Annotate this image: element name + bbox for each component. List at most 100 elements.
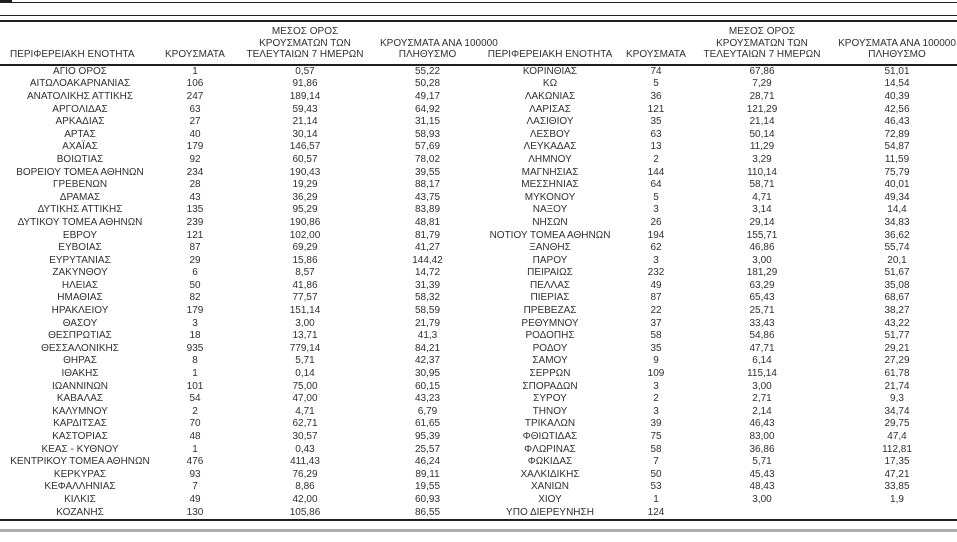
cell-left-avg7: 4,71 [295,405,315,417]
cell-right-cases: 35 [650,116,662,128]
cell-right-per100k: 40,39 [884,90,910,102]
table-row: ΚΑΒΑΛΑΣ 54 47,00 43,23 ΣΥΡΟΥ 2 2,71 9,3 [0,393,957,406]
table-row: ΙΘΑΚΗΣ 1 0,14 30,95 ΣΕΡΡΩΝ 109 115,14 61,78 [0,368,957,381]
cell-right-per100k: 14,54 [884,78,910,90]
table-row: ΚΑΣΤΟΡΙΑΣ 48 30,57 95,39 ΦΘΙΩΤΙΔΑΣ 75 83,00 47,… [0,431,957,444]
header-line: ΚΡΟΥΣΜΑΤΑ [165,49,225,61]
header-line: ΚΡΟΥΣΜΑΤΩΝ ΤΩΝ [259,37,351,49]
cell-right-cases: 144 [647,166,665,178]
table-row: ΚΕΑΣ - ΚΥΘΝΟΥ 1 0,43 25,57 ΦΛΩΡΙΝΑΣ 58 36,86 11… [0,444,957,457]
cell-left-avg7: 0,57 [295,65,315,77]
cell-right-per100k: 47,21 [884,468,910,480]
cell-left-per100k: 78,02 [414,153,441,165]
cell-right-avg7: 48,43 [749,481,775,493]
cell-left-per100k: 50,28 [414,78,441,90]
cell-right-avg7: 63,29 [749,279,775,291]
cell-right-cases: 124 [625,506,687,522]
cell-right-per100k: 54,87 [884,141,910,153]
cell-right-cases: 194 [647,229,665,241]
cell-left-region: ΑΧΑΪΑΣ [62,141,98,153]
cell-right-cases: 58 [650,330,662,342]
header-per100k-right: ΚΡΟΥΣΜΑΤΑ ΑΝΑ 100000 ΠΛΗΘΥΣΜΟ [837,26,957,66]
cell-right-avg7: 110,14 [747,166,777,178]
header-per100k-left: ΚΡΟΥΣΜΑΤΑ ΑΝΑ 100000 ΠΛΗΘΥΣΜΟ [380,26,498,66]
cell-right-region: ΧΑΝΙΩΝ [530,481,570,493]
cell-left-region: ΖΑΚΥΝΘΟΥ [52,267,108,279]
cell-left-region: ΑΡΤΑΣ [64,128,96,140]
table-row: ΕΥΒΟΙΑΣ 87 69,29 41,27 ΞΑΝΘΗΣ 62 46,86 55,74 [0,242,957,255]
cell-right-avg7: 50,14 [749,128,775,140]
table-row: ΘΗΡΑΣ 8 5,71 42,37 ΣΑΜΟΥ 9 6,14 27,29 [0,355,957,368]
cell-left-region: ΙΩΑΝΝΙΝΩΝ [51,380,109,392]
cell-left-avg7: 8,57 [295,267,315,279]
cell-right-per100k: 55,74 [884,242,910,254]
cell-right-region: ΝΟΤΙΟΥ ΤΟΜΕΑ ΑΘΗΝΩΝ [489,229,611,241]
cell-left-cases: 63 [189,103,201,115]
cell-left-cases: 48 [189,431,201,442]
cell-left-avg7: 41,86 [292,279,318,291]
table-row: ΚΕΦΑΛΛΗΝΙΑΣ 7 8,86 19,55 ΧΑΝΙΩΝ 53 48,43 33,85 [0,481,957,494]
cell-right-avg7: 65,43 [749,292,775,304]
table-row: ΕΥΡΥΤΑΝΙΑΣ 29 15,86 144,42 ΠΑΡΟΥ 3 3,00 20,1 [0,255,957,268]
footer-bar [0,529,957,532]
cell-right-per100k: 38,27 [884,305,910,317]
cell-right-avg7: 47,71 [749,342,775,354]
cell-right-region: ΞΑΝΘΗΣ [529,242,571,254]
cell-left-region: ΒΟΙΩΤΙΑΣ [56,153,104,165]
regional-cases-table: ΠΕΡΙΦΕΡΕΙΑΚΗ ΕΝΟΤΗΤΑ ΚΡΟΥΣΜΑΤΑ ΜΕΣΟΣ ΟΡΟ… [0,26,957,522]
cell-left-region: ΚΕΝΤΡΙΚΟΥ ΤΟΜΕΑ ΑΘΗΝΩΝ [10,456,150,468]
cell-left-avg7: 102,00 [289,229,321,241]
cell-right-region: ΣΥΡΟΥ [533,393,567,405]
cell-right-per100k: 34,74 [884,405,910,417]
cell-right-cases: 5 [653,191,659,203]
cell-right-avg7: 4,71 [752,191,772,203]
cell-left-cases: 40 [189,128,201,140]
cell-left-avg7: 21,14 [292,116,318,128]
cell-right-cases: 3 [653,204,659,216]
cell-left-region: ΔΥΤΙΚΗΣ ΑΤΤΙΚΗΣ [37,204,123,216]
cell-right-per100k: 68,67 [884,292,910,304]
cell-left-per100k: 31,15 [414,116,441,128]
cell-left-avg7: 0,43 [295,443,315,455]
cell-left-per100k: 21,79 [414,317,441,329]
cell-left-cases: 234 [186,166,204,178]
cell-left-avg7: 30,14 [292,128,318,140]
cell-left-cases: 43 [189,191,201,203]
cell-left-per100k: 48,81 [414,216,441,228]
cell-left-cases: 82 [189,292,201,304]
header-line: ΚΡΟΥΣΜΑΤΑ [626,49,686,61]
cell-left-per100k: 61,65 [414,418,441,430]
cell-right-region: ΛΑΚΩΝΙΑΣ [524,90,576,102]
cell-left-per100k: 58,59 [414,305,441,317]
cell-left-region: ΚΑΣΤΟΡΙΑΣ [52,431,108,442]
cell-left-per100k: 95,39 [414,431,441,442]
cell-left-avg7: 5,71 [295,355,315,367]
cell-right-cases: 64 [650,179,662,191]
cell-right-avg7: 45,43 [749,468,775,480]
cell-right-avg7: 3,00 [752,380,772,392]
cell-left-per100k: 55,22 [414,65,441,77]
cell-left-cases: 101 [186,380,204,392]
table-row: ΚΙΛΚΙΣ 49 42,00 60,93 ΧΙΟΥ 1 3,00 1,9 [0,494,957,507]
cell-left-cases: 18 [189,330,201,342]
cell-right-cases: 3 [653,254,659,266]
cell-right-region: ΦΘΙΩΤΙΔΑΣ [522,431,578,442]
cell-right-avg7: 115,14 [747,368,777,380]
cell-left-per100k: 49,17 [414,90,441,102]
cell-right-cases: 5 [653,78,659,90]
cell-left-avg7: 30,57 [292,431,318,442]
cell-left-per100k: 43,23 [414,393,441,405]
cell-right-cases: 26 [650,216,662,228]
cell-right-region: ΠΙΕΡΙΑΣ [530,292,570,304]
cell-right-per100k: 51,77 [884,330,910,342]
cell-left-cases: 28 [189,179,201,191]
cell-left-cases: 8 [192,355,198,367]
table-row: ΘΕΣΠΡΩΤΙΑΣ 18 13,71 41,3 ΡΟΔΟΠΗΣ 58 54,86 51,77 [0,330,957,343]
cell-right-cases: 2 [653,393,659,405]
table-row: ΒΟΙΩΤΙΑΣ 92 60,57 78,02 ΛΗΜΝΟΥ 2 3,29 11,59 [0,154,957,167]
cell-right-region: ΣΠΟΡΑΔΩΝ [522,380,578,392]
header-line: ΠΛΗΘΥΣΜΟ [868,49,926,61]
cell-right-region: ΝΗΣΩΝ [532,216,568,228]
cell-left-per100k: 43,75 [414,191,441,203]
cell-right-avg7 [687,506,837,522]
